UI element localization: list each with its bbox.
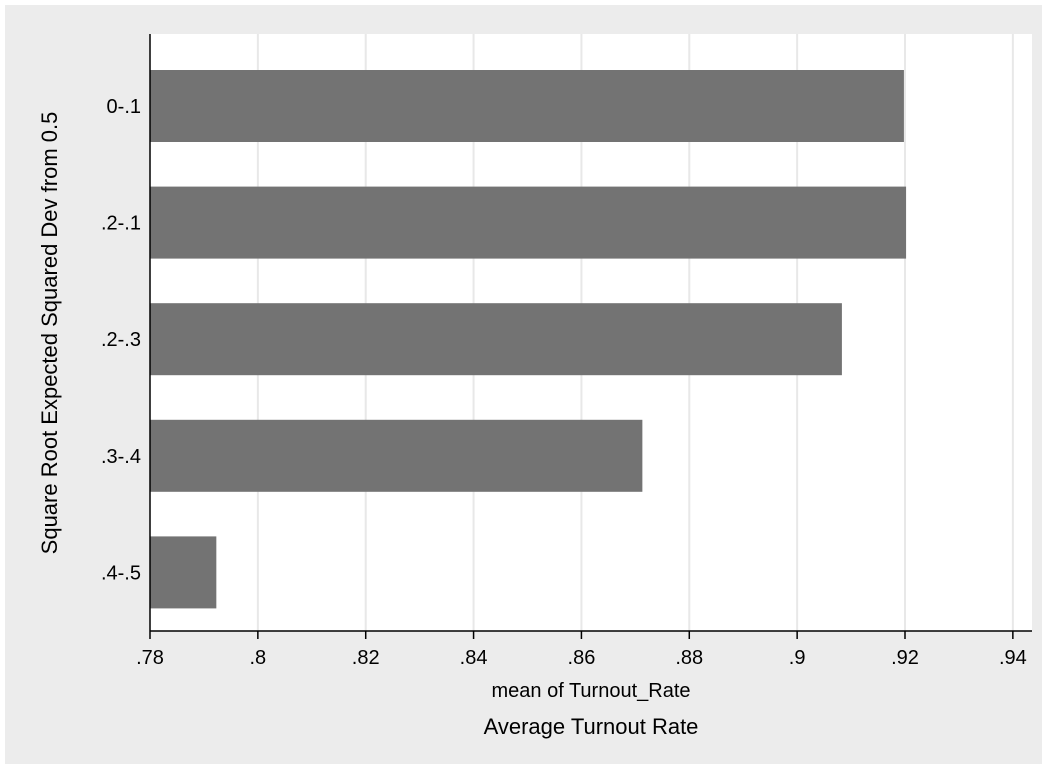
x-tick-label: .82 bbox=[352, 647, 380, 669]
bar bbox=[150, 419, 643, 492]
y-tick-label: .4-.5 bbox=[101, 562, 141, 584]
y-tick-label: .2-.3 bbox=[101, 329, 141, 351]
x-tick-label: .8 bbox=[250, 647, 267, 669]
y-axis-label: Square Root Expected Squared Dev from 0.… bbox=[37, 112, 62, 555]
x-tick-label: .94 bbox=[999, 647, 1027, 669]
bar bbox=[150, 70, 904, 142]
bars bbox=[150, 70, 907, 609]
x-tick-labels: .78 .8 .82 .84 .86 .88 .9 .92 .94 bbox=[136, 631, 1027, 669]
bar bbox=[150, 536, 217, 609]
bar bbox=[150, 186, 907, 259]
x-tick-label: .88 bbox=[675, 647, 703, 669]
y-tick-label: .3-.4 bbox=[101, 446, 141, 468]
x-axis-label: mean of Turnout_Rate bbox=[491, 680, 690, 702]
x-tick-label: .92 bbox=[891, 647, 919, 669]
bar bbox=[150, 303, 842, 376]
y-tick-labels: 0-.1 .2-.1 .2-.3 .3-.4 .4-.5 bbox=[101, 96, 141, 584]
x-tick-label: .84 bbox=[460, 647, 488, 669]
y-tick-label: 0-.1 bbox=[107, 96, 141, 118]
y-tick-label: .2-.1 bbox=[101, 213, 141, 235]
axes bbox=[149, 34, 1032, 632]
x-tick-label: .78 bbox=[136, 647, 164, 669]
x-tick-label: .86 bbox=[568, 647, 596, 669]
chart-note: Average Turnout Rate bbox=[484, 714, 699, 739]
x-tick-label: .9 bbox=[789, 647, 806, 669]
